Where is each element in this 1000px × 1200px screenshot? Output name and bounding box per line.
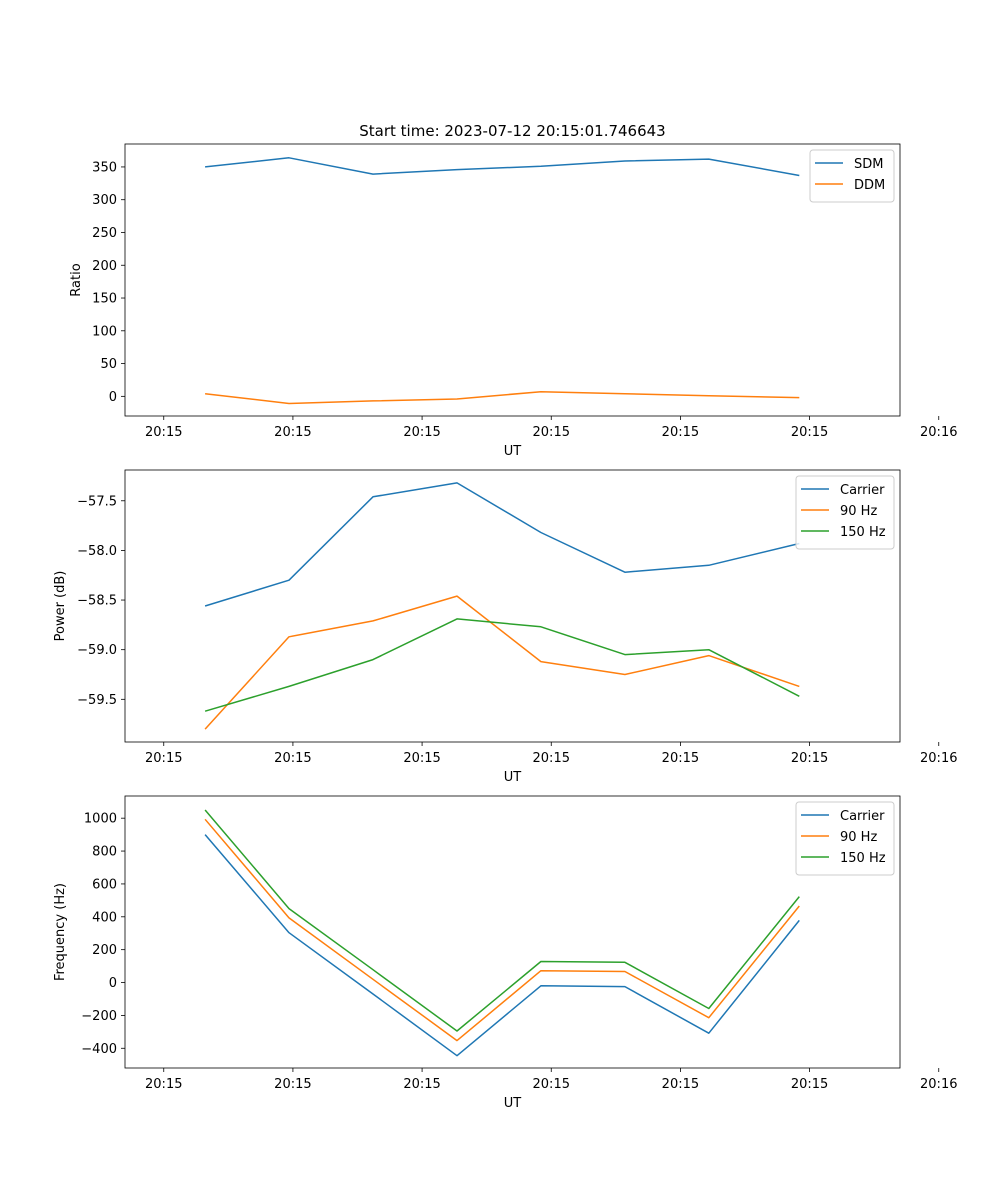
panel2-legend-label-150-hz: 150 Hz <box>840 851 886 866</box>
panel0-x-tick-label: 20:15 <box>403 425 440 440</box>
panel0-legend-label-sdm: SDM <box>854 157 883 172</box>
panel1-legend-label-carrier: Carrier <box>840 483 885 498</box>
panel2-legend-label-90-hz: 90 Hz <box>840 830 877 845</box>
panel2-legend-label-carrier: Carrier <box>840 809 885 824</box>
panel2-y-tick-label: 800 <box>92 845 117 860</box>
panel1-legend-label-150-hz: 150 Hz <box>840 525 886 540</box>
panel2-y-tick-label: −400 <box>81 1042 117 1057</box>
panel0-y-tick-label: 0 <box>109 390 117 405</box>
panel1-y-tick-label: −57.5 <box>77 494 117 509</box>
panel0-y-tick-label: 200 <box>92 259 117 274</box>
panel2-x-tick-label: 20:15 <box>403 1077 440 1092</box>
panel0-x-tick-label: 20:15 <box>145 425 182 440</box>
panel1-y-axis-label: Power (dB) <box>53 571 68 642</box>
panel2-x-tick-label: 20:16 <box>920 1077 957 1092</box>
panel1-x-axis-label: UT <box>504 770 522 785</box>
ratio-panel: 20:15 20:15 20:15 20:15 20:15 20:15 20:16 0 50 10… <box>69 143 957 459</box>
panel2-x-tick-label: 20:15 <box>662 1077 699 1092</box>
panel1-x-tick-label: 20:15 <box>403 751 440 766</box>
panel1-x-tick-label: 20:16 <box>920 751 957 766</box>
panel0-legend-label-ddm: DDM <box>854 178 885 193</box>
panel1-legend-label-90-hz: 90 Hz <box>840 504 877 519</box>
panel0-y-tick-label: 150 <box>92 292 117 307</box>
panel2-y-tick-label: 200 <box>92 943 117 958</box>
figure-title: Start time: 2023-07-12 20:15:01.746643 <box>359 122 665 140</box>
panel1-series-line-150-hz <box>204 618 800 712</box>
power-panel: 20:15 20:15 20:15 20:15 20:15 20:15 20:16 −59.5… <box>53 469 957 785</box>
panel0-x-tick-label: 20:15 <box>791 425 828 440</box>
panel1-x-tick-label: 20:15 <box>274 751 311 766</box>
panel0-axes-frame <box>124 143 901 417</box>
panel1-axes-frame <box>124 469 901 743</box>
panel1-x-tick-label: 20:15 <box>791 751 828 766</box>
panel2-y-tick-label: 1000 <box>84 812 117 827</box>
panel2-x-tick-label: 20:15 <box>145 1077 182 1092</box>
panel1-x-tick-label: 20:15 <box>662 751 699 766</box>
panel2-y-tick-label: 600 <box>92 877 117 892</box>
panel2-x-tick-label: 20:15 <box>274 1077 311 1092</box>
panel0-x-tick-label: 20:15 <box>662 425 699 440</box>
panel2-y-tick-label: 0 <box>109 976 117 991</box>
panel2-x-axis-label: UT <box>504 1096 522 1111</box>
panel0-series-line-ddm <box>205 390 800 405</box>
panel1-x-tick-label: 20:15 <box>145 751 182 766</box>
panel2-axes-frame <box>124 795 901 1069</box>
panel2-y-axis-label: Frequency (Hz) <box>53 883 68 981</box>
panel1-y-tick-label: −58.0 <box>77 544 117 559</box>
panel0-y-tick-label: 300 <box>92 193 117 208</box>
panel1-series-line-carrier <box>204 482 800 607</box>
panel1-y-tick-label: −59.0 <box>77 643 117 658</box>
panel0-x-tick-label: 20:15 <box>533 425 570 440</box>
panel1-x-tick-label: 20:15 <box>533 751 570 766</box>
panel2-x-tick-label: 20:15 <box>791 1077 828 1092</box>
panel0-x-tick-label: 20:16 <box>920 425 957 440</box>
panel0-y-tick-label: 250 <box>92 226 117 241</box>
panel2-y-tick-label: 400 <box>92 910 117 925</box>
panel0-y-tick-label: 100 <box>92 324 117 339</box>
panel1-series-line-90-hz <box>204 595 800 730</box>
panel0-x-axis-label: UT <box>504 444 522 459</box>
panel2-x-tick-label: 20:15 <box>533 1077 570 1092</box>
panel1-y-tick-label: −59.5 <box>77 693 117 708</box>
panel0-y-tick-label: 350 <box>92 160 117 175</box>
frequency-panel: 20:15 20:15 20:15 20:15 20:15 20:15 20:16 −400 −… <box>53 795 957 1111</box>
panel0-y-axis-label: Ratio <box>69 263 84 296</box>
panel2-y-tick-label: −200 <box>81 1009 117 1024</box>
panel1-y-tick-label: −58.5 <box>77 594 117 609</box>
panel2-series-line-150-hz <box>204 809 800 1032</box>
panel2-series-line-carrier <box>204 834 800 1057</box>
panel0-x-tick-label: 20:15 <box>274 425 311 440</box>
panel0-y-tick-label: 50 <box>100 357 117 372</box>
panel2-series-line-90-hz <box>204 818 800 1042</box>
panel0-series-line-sdm <box>205 157 800 177</box>
